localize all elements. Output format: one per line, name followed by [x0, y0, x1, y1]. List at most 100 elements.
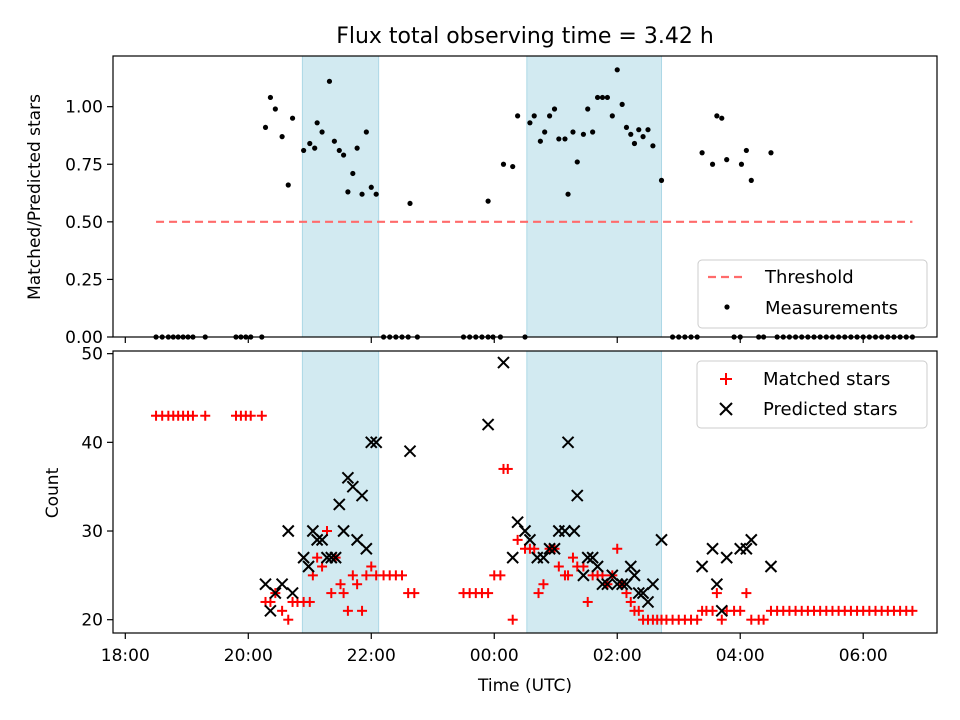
measurement-point-76	[628, 131, 634, 137]
x-tick-label: 22:00	[347, 646, 396, 666]
predicted-point-7	[302, 560, 315, 573]
matched-point-17	[277, 605, 288, 616]
predicted-point-b	[329, 551, 342, 564]
matched-point-52	[502, 463, 513, 474]
measurement-point-14	[262, 124, 269, 131]
predicted-point-9	[310, 533, 324, 547]
matched-point-32	[347, 570, 358, 581]
y-tick-label: 20	[81, 611, 103, 631]
predicted-point-35	[558, 524, 572, 538]
measurement-point-60	[551, 106, 558, 112]
predicted-point-b	[518, 524, 532, 538]
measurement-point-31	[354, 145, 360, 151]
predicted-point-b	[360, 542, 373, 555]
predicted-point-33	[548, 542, 561, 555]
predicted-point-b	[481, 418, 495, 431]
predicted-point-b	[315, 533, 329, 547]
matched-point-64	[563, 570, 574, 581]
shaded-band-2	[526, 350, 663, 634]
measurement-point-49	[485, 198, 491, 204]
x-tick-label: 02:00	[593, 646, 642, 666]
measurements-legend-label: Measurements	[765, 298, 898, 319]
y-tick-label: 1.00	[65, 98, 103, 118]
matched-point-62	[553, 561, 564, 572]
measurement-point-74	[619, 101, 625, 107]
matched-point-98	[735, 605, 746, 616]
measurement-point-69	[594, 94, 601, 101]
matched-point-35	[361, 570, 372, 581]
predicted-point-24	[481, 418, 495, 431]
predicted-point-27	[511, 515, 524, 529]
predicted-point-59	[715, 604, 728, 618]
predicted-point-43	[596, 578, 609, 591]
predicted-point-37	[567, 524, 581, 538]
matched-legend-swatch	[720, 373, 732, 385]
measurement-point-73	[614, 67, 620, 73]
predicted-point-b	[636, 586, 650, 600]
predicted-point-6	[297, 551, 310, 564]
measurement-point-66	[580, 131, 587, 137]
predicted-point-b	[764, 560, 778, 573]
predicted-point-b	[695, 560, 709, 573]
measurement-point-22	[312, 145, 318, 151]
x-tick-label: 18:00	[101, 646, 150, 666]
measurement-point-77	[631, 140, 638, 147]
predicted-legend-label: Predicted stars	[763, 399, 897, 420]
y-tick-label: 0.25	[65, 270, 103, 290]
predicted-point-46	[611, 578, 624, 591]
predicted-point-b	[571, 489, 584, 502]
predicted-point-16	[341, 471, 355, 485]
matched-point-31	[342, 605, 353, 616]
predicted-stars-points	[259, 356, 778, 618]
measurement-point-67	[585, 106, 591, 112]
matched-point-90	[692, 614, 703, 625]
predicted-point-2	[269, 586, 282, 600]
predicted-point-12	[325, 551, 338, 564]
predicted-point-b	[567, 524, 581, 538]
predicted-point-58	[710, 578, 724, 591]
threshold-legend-label: Threshold	[764, 267, 854, 288]
predicted-point-b	[275, 578, 289, 591]
predicted-point-32	[543, 542, 556, 555]
shaded-band-1	[301, 55, 380, 338]
measurement-point-52	[510, 163, 516, 170]
matched-point-27	[326, 588, 337, 599]
predicted-point-53	[641, 595, 655, 609]
predicted-point-31	[537, 551, 550, 564]
predicted-point-41	[586, 551, 599, 564]
measurement-point-24	[319, 129, 325, 135]
measurement-point-41	[407, 200, 413, 207]
matched-point-30	[338, 588, 349, 599]
predicted-point-3	[275, 578, 289, 591]
measurement-point-20	[301, 147, 307, 154]
predicted-point-0	[259, 578, 272, 591]
top-axes-frame	[112, 55, 938, 338]
measurement-point-62	[562, 136, 568, 142]
matched-point-54	[512, 534, 523, 545]
predicted-point-b	[641, 595, 655, 609]
measurement-point-19	[289, 115, 296, 121]
top-y-axis-label: Matched/Predicted stars	[25, 94, 45, 300]
predicted-point-55	[655, 533, 668, 547]
predicted-point-40	[581, 551, 594, 564]
matched-point-50	[495, 570, 506, 581]
predicted-point-4	[282, 524, 295, 538]
predicted-point-20	[360, 542, 373, 555]
matched-legend-label: Matched stars	[763, 369, 890, 390]
predicted-point-b	[282, 524, 295, 538]
shaded-band-2	[526, 55, 663, 338]
y-tick-label: 0.75	[65, 155, 103, 175]
predicted-point-b	[596, 578, 609, 591]
matched-point-95	[716, 614, 727, 625]
predicted-point-21	[365, 436, 378, 449]
predicted-point-b	[355, 489, 369, 502]
matched-point-8	[200, 410, 211, 421]
matched-point-12	[245, 410, 256, 421]
predicted-point-b	[259, 578, 272, 591]
matched-point-126	[907, 605, 918, 616]
measurement-point-71	[604, 94, 611, 101]
matched-point-13	[256, 410, 267, 421]
measurement-point-21	[307, 140, 313, 147]
predicted-point-b	[591, 560, 604, 573]
